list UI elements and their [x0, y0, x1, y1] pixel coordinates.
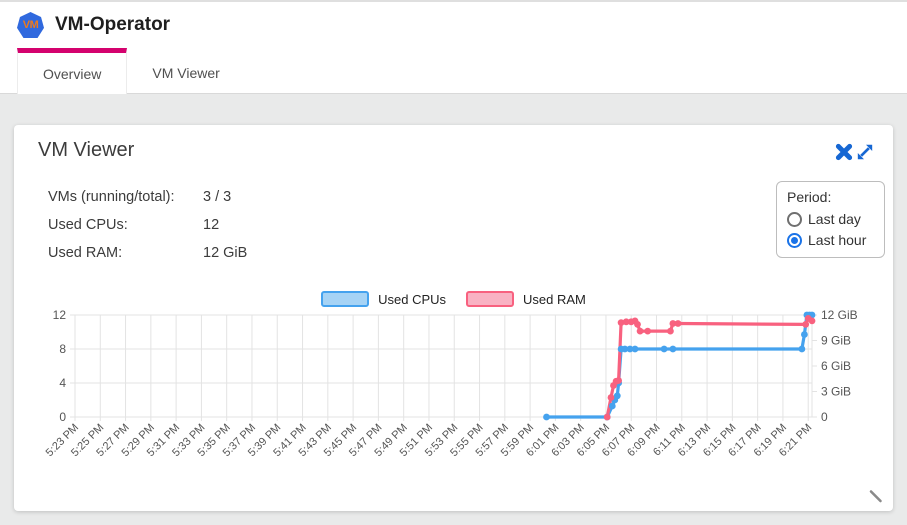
- legend-used-ram[interactable]: Used RAM: [466, 291, 586, 307]
- cpu-series-point: [798, 345, 806, 353]
- cpu-legend-swatch: [321, 291, 370, 307]
- ram-series-point: [617, 319, 625, 326]
- cpu-series-point: [631, 345, 639, 353]
- ram-series-point: [634, 321, 641, 328]
- ram-series-point: [636, 327, 644, 335]
- stat-value: 12: [203, 217, 220, 233]
- cpu-series-point: [626, 345, 634, 353]
- y-right-tick-label: 0: [821, 410, 828, 424]
- y-left-tick-label: 0: [59, 410, 66, 424]
- ram-series-point: [808, 317, 816, 325]
- ram-series-point: [615, 377, 622, 384]
- stat-label: Used CPUs:: [48, 217, 128, 233]
- chart-legend: Used CPUs Used RAM: [14, 291, 893, 307]
- y-right-tick-label: 6 GiB: [821, 359, 851, 373]
- legend-used-cpus[interactable]: Used CPUs: [321, 291, 446, 307]
- radio-icon: [787, 232, 802, 248]
- cpu-series-point: [613, 392, 621, 400]
- ram-legend-swatch: [466, 291, 515, 307]
- app-logo-icon: VM: [17, 12, 44, 38]
- radio-last-hour[interactable]: Last hour: [787, 232, 884, 248]
- panel-title: VM Viewer: [38, 139, 135, 161]
- radio-icon: [787, 211, 802, 227]
- expand-button[interactable]: [856, 143, 874, 161]
- tab-vm-viewer[interactable]: VM Viewer: [127, 48, 244, 93]
- resize-handle-icon[interactable]: [868, 488, 884, 504]
- y-right-tick-label: 3 GiB: [821, 385, 851, 399]
- stat-label: Used RAM:: [48, 245, 123, 261]
- close-icon: [835, 143, 853, 161]
- window-top-edge: [0, 0, 907, 2]
- radio-last-day[interactable]: Last day: [787, 211, 884, 227]
- tab-overview[interactable]: Overview: [17, 48, 128, 94]
- y-right-tick-label: 12 GiB: [821, 308, 858, 322]
- cpu-series-point: [660, 345, 668, 353]
- y-left-tick-label: 4: [59, 376, 66, 390]
- y-left-tick-label: 12: [53, 308, 67, 322]
- legend-label: Used CPUs: [378, 291, 447, 307]
- cpu-series-point: [608, 402, 616, 410]
- expand-icon: [857, 144, 873, 160]
- tab-label: Overview: [43, 65, 102, 82]
- logo-text: VM: [22, 19, 39, 31]
- stat-value: 3 / 3: [203, 189, 232, 205]
- period-selector: Period: Last day Last hour: [776, 181, 885, 258]
- ram-series-point: [607, 394, 615, 401]
- legend-label: Used RAM: [523, 291, 586, 307]
- stats-list: VMs (running/total): 3 / 3 Used CPUs: 12…: [48, 183, 247, 267]
- tab-label: VM Viewer: [152, 65, 220, 81]
- plot-border: [74, 314, 813, 418]
- ram-series-point: [669, 320, 677, 327]
- ram-series-point: [644, 327, 652, 335]
- cpu-series-line: [544, 313, 814, 419]
- app-title: VM-Operator: [55, 14, 171, 35]
- y-left-tick-label: 8: [59, 342, 66, 356]
- ram-series-point: [603, 413, 611, 421]
- page-background: VM Viewer VMs (running/total): 3 / 3 Use…: [0, 94, 907, 525]
- stat-value: 12 GiB: [203, 245, 248, 261]
- ram-series-point: [667, 327, 674, 335]
- tab-bar: Overview VM Viewer: [0, 48, 907, 94]
- stat-label: VMs (running/total):: [48, 189, 175, 205]
- ram-series-point: [674, 320, 682, 327]
- cpu-series-point: [801, 331, 808, 338]
- app-header: VM VM-Operator: [0, 2, 907, 48]
- vm-viewer-panel: VM Viewer VMs (running/total): 3 / 3 Use…: [14, 125, 893, 511]
- close-button[interactable]: [835, 143, 853, 161]
- period-label: Period:: [787, 189, 832, 205]
- ram-series-point: [802, 321, 810, 328]
- cpu-series-point: [669, 345, 677, 353]
- ram-series-point: [622, 318, 630, 326]
- cpu-series-point: [621, 345, 629, 353]
- y-right-tick-label: 9 GiB: [821, 334, 851, 348]
- radio-label: Last hour: [808, 232, 867, 248]
- cpu-series-point: [543, 413, 550, 421]
- usage-chart: 5:23 PM5:25 PM5:27 PM5:29 PM5:31 PM5:33 …: [44, 308, 858, 459]
- radio-label: Last day: [808, 211, 861, 227]
